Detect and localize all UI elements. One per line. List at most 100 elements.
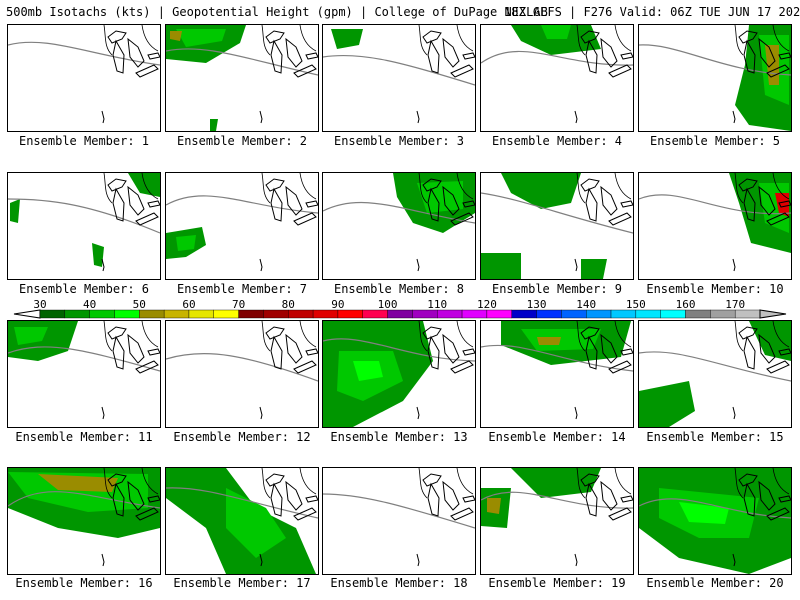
- isotach-region: [581, 259, 607, 279]
- colorbar-tick-label: 30: [33, 298, 47, 311]
- great-lakes-outline: [422, 178, 475, 226]
- coastline: [299, 173, 317, 200]
- colorbar-swatch: [139, 309, 165, 319]
- ensemble-member-map-20: [638, 467, 792, 575]
- height-contour: [323, 201, 475, 224]
- colorbar-swatch: [536, 309, 562, 319]
- colorbar-tick-label: 140: [576, 298, 597, 311]
- isotach-region: [226, 488, 286, 558]
- great-lakes-outline: [580, 178, 633, 226]
- ensemble-member-map-5: [638, 24, 792, 132]
- colorbar-swatch: [461, 309, 488, 319]
- peninsula-outline: [101, 110, 105, 124]
- ensemble-member-label: Ensemble Member: 3: [333, 134, 465, 148]
- isotach-region: [10, 199, 20, 223]
- ensemble-member-label: Ensemble Member: 5: [649, 134, 781, 148]
- coastline: [576, 468, 586, 499]
- ensemble-member-label: Ensemble Member: 2: [176, 134, 308, 148]
- colorbar-swatch: [114, 309, 140, 319]
- ensemble-member-label: Ensemble Member: 18: [330, 576, 468, 590]
- colorbar-arrow-right: [759, 309, 787, 319]
- height-contour: [8, 346, 160, 372]
- ensemble-member-label: Ensemble Member: 11: [15, 430, 153, 444]
- peninsula-outline: [732, 406, 736, 420]
- coastline: [261, 25, 271, 56]
- coastline: [576, 321, 586, 352]
- ensemble-member-map-2: [165, 24, 319, 132]
- ensemble-member-label: Ensemble Member: 15: [646, 430, 784, 444]
- coastline: [456, 25, 474, 52]
- coastline: [141, 173, 159, 200]
- great-lakes-outline: [738, 30, 791, 78]
- great-lakes-outline: [738, 178, 791, 226]
- coastline: [103, 25, 113, 56]
- colorbar-tick-label: 80: [281, 298, 295, 311]
- great-lakes-outline: [107, 30, 160, 78]
- ensemble-member-map-graphic: [323, 468, 475, 567]
- colorbar-swatch: [561, 309, 587, 319]
- coastline: [734, 321, 744, 352]
- colorbar-tick-label: 170: [725, 298, 746, 311]
- ensemble-member-map-3: [322, 24, 476, 132]
- colorbar-swatch: [486, 309, 512, 319]
- isotach-region: [639, 381, 695, 427]
- coastline: [261, 468, 271, 499]
- ensemble-member-map-graphic: [8, 173, 160, 272]
- coastline: [141, 25, 159, 52]
- isotach-region: [501, 173, 581, 209]
- colorbar-swatch: [39, 309, 66, 319]
- ensemble-member-label: Ensemble Member: 6: [18, 282, 150, 296]
- great-lakes-outline: [580, 30, 633, 78]
- peninsula-outline: [732, 553, 736, 567]
- ensemble-member-map-graphic: [166, 468, 318, 574]
- great-lakes-outline: [265, 473, 318, 521]
- peninsula-outline: [259, 406, 263, 420]
- colorbar-tick-label: 40: [83, 298, 97, 311]
- ensemble-member-map-graphic: [639, 25, 791, 131]
- height-contour: [166, 352, 318, 382]
- great-lakes-outline: [580, 473, 633, 521]
- great-lakes-outline: [738, 473, 791, 521]
- ensemble-member-map-graphic: [481, 468, 633, 567]
- ensemble-member-map-19: [480, 467, 634, 575]
- great-lakes-outline: [422, 30, 475, 78]
- ensemble-member-map-graphic: [481, 321, 633, 420]
- colorbar-swatch: [635, 309, 661, 319]
- ensemble-member-map-6: [7, 172, 161, 280]
- isotach-region: [353, 361, 383, 381]
- colorbar-tick-label: 60: [182, 298, 196, 311]
- coastline: [418, 173, 428, 204]
- great-lakes-outline: [422, 326, 475, 374]
- ensemble-member-map-graphic: [8, 25, 160, 124]
- colorbar-swatch: [263, 309, 289, 319]
- coastline: [614, 468, 632, 495]
- colorbar-swatch: [412, 309, 438, 319]
- colorbar-tick-label: 120: [476, 298, 497, 311]
- colorbar-swatch: [64, 309, 90, 319]
- isotach-region: [541, 25, 571, 39]
- peninsula-outline: [574, 258, 578, 272]
- header: 500mb Isotachs (kts) | Geopotential Heig…: [6, 5, 800, 47]
- ensemble-member-map-graphic: [639, 173, 791, 272]
- great-lakes-outline: [107, 326, 160, 374]
- coastline: [103, 468, 113, 499]
- ensemble-member-map-graphic: [8, 321, 160, 420]
- coastline: [103, 321, 113, 352]
- isotach-region: [38, 474, 118, 492]
- coastline: [734, 468, 744, 499]
- great-lakes-outline: [107, 473, 160, 521]
- ensemble-member-map-10: [638, 172, 792, 280]
- ensemble-member-label: Ensemble Member: 17: [173, 576, 311, 590]
- colorbar-graphic: [13, 309, 787, 319]
- ensemble-member-label: Ensemble Member: 13: [330, 430, 468, 444]
- isotach-region: [511, 468, 601, 498]
- ensemble-member-map-graphic: [166, 321, 318, 420]
- ensemble-member-label: Ensemble Member: 19: [488, 576, 626, 590]
- ensemble-member-label: Ensemble Member: 7: [176, 282, 308, 296]
- ensemble-member-map-4: [480, 24, 634, 132]
- coastline: [261, 173, 271, 204]
- ensemble-member-label: Ensemble Member: 9: [491, 282, 623, 296]
- coastline: [772, 25, 790, 52]
- coastline: [456, 173, 474, 200]
- ensemble-member-map-8: [322, 172, 476, 280]
